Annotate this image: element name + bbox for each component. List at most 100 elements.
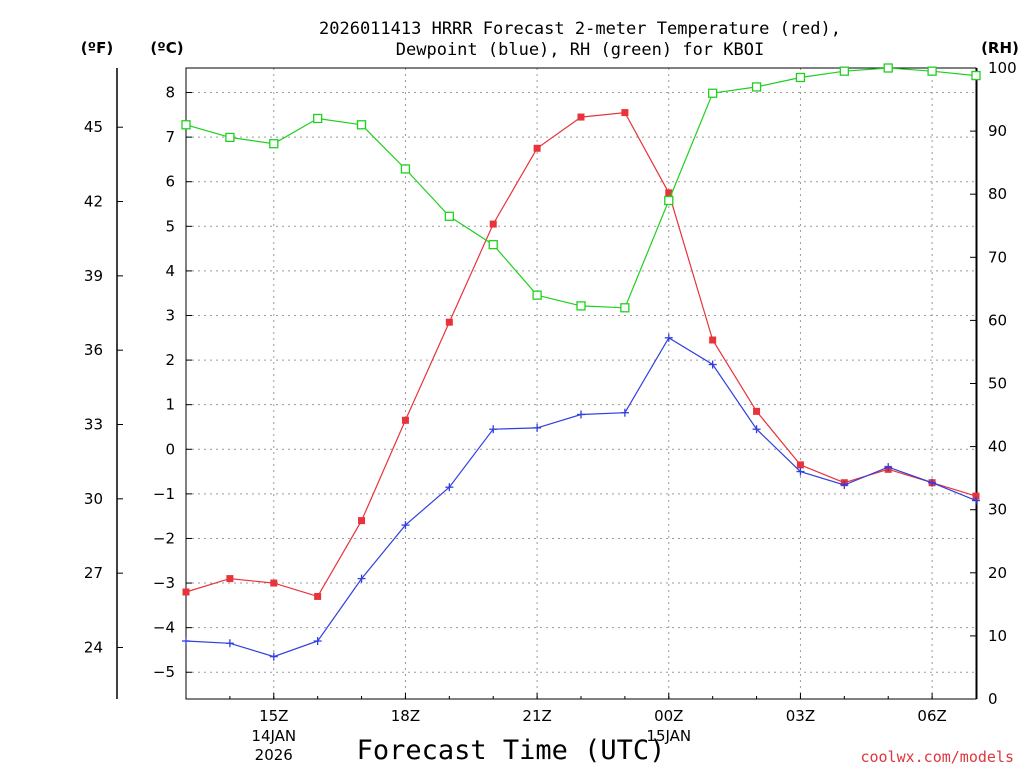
time-tick-label: 18Z <box>391 707 420 725</box>
dewpoint-point <box>401 521 410 530</box>
fahrenheit-tick-label: 30 <box>84 490 103 508</box>
time-tick-year: 2026 <box>255 746 293 764</box>
rh-tick-label: 60 <box>988 311 1007 329</box>
rh-point <box>444 211 454 221</box>
dewpoint-point <box>840 480 849 489</box>
dewpoint-point <box>752 425 761 434</box>
temperature-point <box>753 407 761 415</box>
credit-text: coolwx.com/models <box>860 748 1014 766</box>
celsius-tick-label: −4 <box>153 619 175 637</box>
dewpoint-point <box>445 483 454 492</box>
fahrenheit-unit-label: (ºF) <box>81 39 113 57</box>
temperature-point <box>709 336 717 344</box>
dewpoint-line <box>185 336 977 658</box>
celsius-tick-label: −1 <box>153 485 175 503</box>
rh-unit-label: (RH) <box>981 39 1019 57</box>
rh-point <box>181 120 191 130</box>
dewpoint-point <box>313 637 322 646</box>
celsius-axis: −5 −4 −3 −2 −1 0 1 2 3 4 5 6 7 8 <box>153 84 192 681</box>
rh-point <box>313 113 323 124</box>
time-tick-label: 15Z <box>259 707 288 725</box>
temperature-point <box>358 517 366 525</box>
rh-tick-label: 20 <box>988 564 1007 582</box>
temperature-point <box>270 579 278 587</box>
dewpoint-point <box>708 360 717 369</box>
celsius-unit-label: (ºC) <box>150 39 183 57</box>
fahrenheit-tick-label: 42 <box>84 193 103 211</box>
dewpoint-point <box>972 496 980 505</box>
dewpoint-point <box>182 637 190 646</box>
rh-tick-label: 90 <box>988 122 1007 140</box>
temperature-point <box>533 144 541 152</box>
rh-tick-label: 40 <box>988 438 1007 456</box>
dewpoint-point <box>577 410 585 419</box>
celsius-tick-label: 0 <box>165 440 175 458</box>
fahrenheit-tick-label: 36 <box>84 341 103 359</box>
celsius-tick-label: 8 <box>165 84 175 102</box>
rh-tick-label: 0 <box>988 690 998 708</box>
dewpoint-point <box>225 639 234 648</box>
dewpoint-point <box>533 423 542 432</box>
rh-point <box>883 63 893 73</box>
rh-point <box>488 240 498 250</box>
fahrenheit-tick-label: 24 <box>84 638 103 656</box>
rh-point <box>400 164 411 174</box>
temperature-point <box>972 492 980 500</box>
fahrenheit-axis: 24 27 30 33 36 39 42 45 <box>84 118 123 656</box>
dewpoint-point <box>796 467 805 476</box>
time-tick-label: 03Z <box>786 707 815 725</box>
dewpoint-point <box>620 408 629 417</box>
celsius-tick-label: 1 <box>165 396 175 414</box>
rh-tick-label: 30 <box>988 501 1007 519</box>
temperature-point <box>796 461 804 469</box>
rh-point <box>927 66 937 76</box>
rh-point <box>708 88 718 98</box>
rh-point <box>356 120 367 130</box>
rh-point <box>532 290 542 300</box>
celsius-tick-label: 5 <box>165 217 175 235</box>
rh-tick-label: 50 <box>988 375 1007 393</box>
temperature-point <box>314 592 322 600</box>
fahrenheit-tick-label: 39 <box>84 267 103 285</box>
x-axis-title: Forecast Time (UTC) <box>357 735 666 766</box>
celsius-tick-label: −5 <box>153 663 175 681</box>
dewpoint-point <box>884 463 893 472</box>
rh-point <box>269 139 279 149</box>
rh-tick-label: 10 <box>988 627 1007 645</box>
rh-point <box>971 70 981 81</box>
temperature-point <box>401 416 409 424</box>
temperature-point <box>665 189 673 197</box>
rh-point <box>795 72 806 83</box>
dewpoint-point <box>489 425 498 434</box>
temperature-point <box>489 220 497 228</box>
fahrenheit-tick-label: 33 <box>84 416 103 434</box>
celsius-tick-label: 2 <box>165 351 175 369</box>
time-tick-date: 15JAN <box>646 727 691 745</box>
temperature-point <box>577 113 585 121</box>
dewpoint-point <box>269 652 278 661</box>
rh-tick-label: 80 <box>988 185 1007 203</box>
temperature-line <box>185 111 977 598</box>
dewpoint-point <box>928 478 937 487</box>
fahrenheit-tick-label: 27 <box>84 564 103 582</box>
time-tick-label: 21Z <box>522 707 551 725</box>
celsius-tick-label: −2 <box>153 529 175 547</box>
rh-tick-label: 70 <box>988 248 1007 266</box>
series-layer <box>181 63 981 661</box>
temperature-point <box>621 109 629 117</box>
time-tick-date: 14JAN <box>251 727 296 745</box>
celsius-tick-label: 6 <box>165 173 175 191</box>
temperature-point <box>226 575 234 583</box>
celsius-tick-label: −3 <box>153 574 175 592</box>
grid <box>186 68 976 699</box>
rh-point <box>664 195 674 206</box>
temperature-point <box>445 318 453 326</box>
rh-point <box>225 132 235 143</box>
temperature-point <box>182 588 190 596</box>
rh-point <box>576 301 586 311</box>
rh-axis: 0 10 20 30 40 50 60 70 80 90 100 <box>970 59 1017 708</box>
chart-title-line1: 2026011413 HRRR Forecast 2-meter Tempera… <box>319 19 841 39</box>
time-tick-label: 00Z <box>654 707 683 725</box>
